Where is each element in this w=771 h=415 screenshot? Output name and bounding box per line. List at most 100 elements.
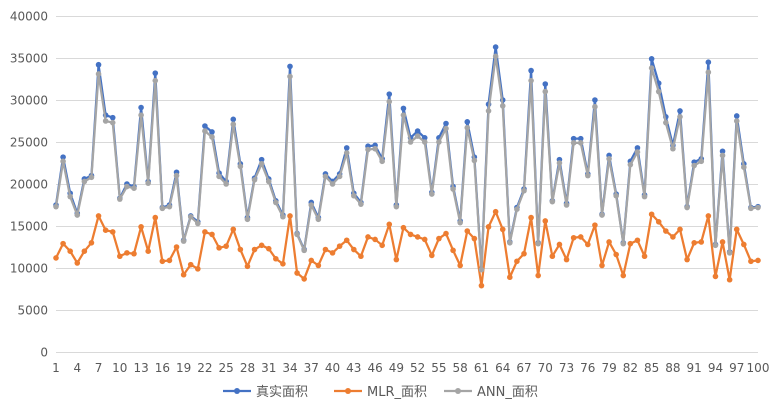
data-point bbox=[719, 152, 726, 159]
data-point bbox=[351, 246, 357, 253]
data-point bbox=[95, 61, 102, 68]
data-point bbox=[343, 237, 350, 244]
legend-swatch-marker bbox=[345, 388, 351, 394]
data-point bbox=[443, 230, 449, 237]
data-point bbox=[358, 253, 364, 260]
data-point bbox=[237, 163, 244, 170]
data-point bbox=[81, 178, 88, 185]
data-point bbox=[53, 255, 59, 261]
legend-label: MLR_面积 bbox=[367, 385, 427, 400]
data-point bbox=[443, 120, 449, 127]
data-point bbox=[230, 121, 237, 128]
data-point bbox=[336, 173, 343, 180]
data-point bbox=[712, 273, 719, 280]
x-tick-label: 13 bbox=[133, 361, 148, 375]
data-point bbox=[741, 164, 747, 170]
data-point bbox=[648, 56, 655, 62]
data-point bbox=[223, 243, 229, 249]
x-tick-label: 58 bbox=[453, 361, 468, 375]
data-point bbox=[542, 81, 549, 87]
data-point bbox=[180, 271, 187, 278]
data-point bbox=[195, 266, 201, 272]
data-point bbox=[655, 219, 662, 225]
y-tick-label: 25000 bbox=[10, 136, 48, 150]
data-point bbox=[329, 181, 336, 187]
data-point bbox=[599, 212, 605, 218]
data-point bbox=[485, 108, 492, 114]
data-point bbox=[251, 177, 258, 183]
data-point bbox=[315, 216, 322, 223]
data-point bbox=[698, 158, 705, 165]
data-point bbox=[641, 253, 648, 260]
legend-label: ANN_面积 bbox=[477, 385, 538, 400]
data-point bbox=[159, 258, 166, 265]
data-point bbox=[301, 247, 307, 254]
data-point bbox=[514, 258, 520, 265]
data-point bbox=[265, 178, 272, 185]
data-point bbox=[287, 213, 293, 219]
x-tick-label: 94 bbox=[708, 361, 723, 375]
data-point bbox=[60, 154, 66, 160]
legend-swatch-marker bbox=[234, 388, 240, 394]
x-tick-label: 1 bbox=[52, 361, 60, 375]
data-point bbox=[542, 218, 549, 224]
data-point bbox=[450, 186, 456, 192]
data-point bbox=[131, 250, 137, 257]
data-point bbox=[173, 172, 180, 179]
data-point bbox=[393, 256, 400, 263]
x-tick-label: 100 bbox=[747, 361, 770, 375]
data-point bbox=[755, 257, 761, 264]
data-point bbox=[386, 98, 393, 105]
data-point bbox=[577, 140, 584, 146]
data-point bbox=[152, 214, 159, 221]
data-point bbox=[400, 224, 407, 231]
data-point bbox=[379, 242, 385, 249]
data-point bbox=[109, 119, 116, 126]
data-point bbox=[421, 236, 428, 243]
legend: 真实面积 MLR_面积 ANN_面积 bbox=[223, 385, 538, 400]
data-point bbox=[400, 105, 407, 112]
data-point bbox=[436, 235, 442, 242]
data-point bbox=[677, 114, 683, 120]
data-point bbox=[322, 246, 329, 253]
series-line bbox=[54, 210, 759, 287]
data-point bbox=[507, 240, 513, 246]
data-point bbox=[95, 71, 102, 77]
data-point bbox=[719, 148, 726, 155]
x-tick-label: 34 bbox=[282, 361, 297, 375]
data-point bbox=[471, 157, 478, 164]
data-point bbox=[684, 256, 690, 263]
data-point bbox=[457, 262, 463, 269]
axes: 0 5000 10000 15000 20000 25000 30000 35000 40000… bbox=[10, 10, 770, 376]
x-tick-label: 76 bbox=[580, 361, 595, 375]
data-point bbox=[301, 276, 307, 282]
data-point bbox=[202, 229, 208, 235]
data-point bbox=[216, 173, 222, 180]
data-point bbox=[549, 253, 556, 260]
x-tick-label: 22 bbox=[197, 361, 212, 375]
x-tick-label: 85 bbox=[644, 361, 659, 375]
data-point bbox=[705, 59, 712, 65]
data-point bbox=[195, 220, 201, 227]
data-point bbox=[429, 191, 435, 197]
data-point bbox=[102, 227, 109, 233]
data-point bbox=[95, 213, 102, 219]
data-point bbox=[152, 70, 159, 76]
data-point bbox=[109, 114, 116, 121]
data-point bbox=[202, 128, 208, 134]
data-point bbox=[641, 193, 648, 200]
data-point bbox=[124, 183, 130, 190]
y-tick-label: 35000 bbox=[10, 52, 48, 66]
data-point bbox=[329, 250, 336, 256]
data-point bbox=[308, 202, 315, 208]
x-tick-label: 73 bbox=[559, 361, 574, 375]
x-tick-label: 28 bbox=[240, 361, 255, 375]
data-point bbox=[592, 222, 598, 228]
y-tick-label: 20000 bbox=[10, 178, 48, 192]
data-point bbox=[563, 256, 570, 263]
data-point bbox=[166, 257, 173, 264]
legend-item: 真实面积 bbox=[223, 385, 308, 400]
data-point bbox=[421, 139, 428, 145]
data-point bbox=[450, 247, 456, 254]
y-tick-label: 5000 bbox=[17, 304, 48, 318]
